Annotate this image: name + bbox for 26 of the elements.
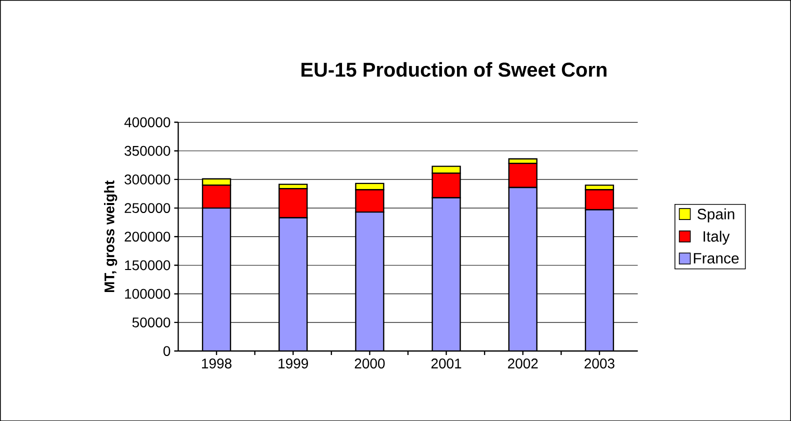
y-tick-label: 200000 bbox=[124, 232, 170, 242]
x-tick-label: 2003 bbox=[584, 358, 614, 368]
y-tick-label: 250000 bbox=[124, 202, 170, 213]
x-tick-label: 1998 bbox=[202, 358, 232, 368]
y-tick-label: 350000 bbox=[124, 146, 170, 156]
y-tick-label: 300000 bbox=[124, 174, 170, 184]
y-tick-label: 0 bbox=[163, 346, 170, 356]
y-tick-label: 400000 bbox=[124, 117, 170, 128]
bar bbox=[202, 208, 231, 351]
chart-title: EU-15 Production of Sweet Corn bbox=[302, 62, 606, 77]
x-tick-label: 2002 bbox=[508, 358, 538, 368]
bar bbox=[432, 198, 460, 351]
y-tick-label: 50000 bbox=[132, 317, 170, 328]
legend-label: Spain bbox=[698, 208, 734, 222]
bar bbox=[508, 187, 537, 351]
x-tick-label: 1999 bbox=[278, 358, 308, 368]
bar bbox=[356, 212, 384, 351]
y-axis-title: MT, gross weight bbox=[104, 180, 118, 292]
legend-label: Italy bbox=[704, 230, 730, 245]
y-tick-label: 150000 bbox=[125, 260, 170, 270]
y-tick-label: 100000 bbox=[125, 288, 170, 299]
bar bbox=[279, 218, 308, 351]
bar bbox=[584, 209, 614, 351]
x-tick-label: 2001 bbox=[431, 358, 462, 368]
legend-label: France bbox=[694, 252, 739, 264]
x-tick-label: 2000 bbox=[354, 358, 385, 368]
